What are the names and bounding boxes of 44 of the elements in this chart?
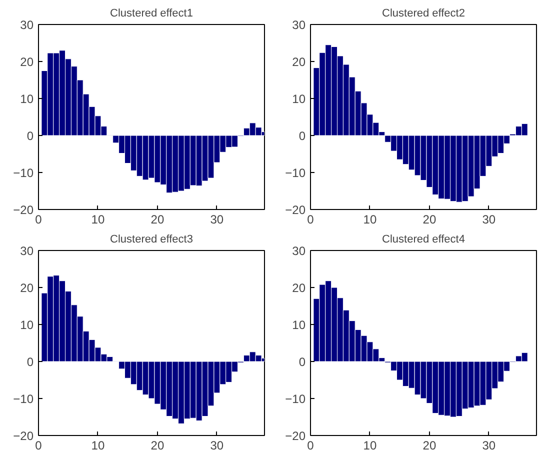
y-tick-label: 10 <box>292 92 306 106</box>
chart-title: Clustered effect1 <box>110 8 193 20</box>
x-tick-label: 0 <box>35 438 42 452</box>
y-tick-label: −10 <box>13 166 34 180</box>
x-tick-label: 10 <box>91 212 105 226</box>
y-tick-label: 20 <box>292 55 306 69</box>
y-tick-label: 0 <box>26 355 34 369</box>
y-tick-label: −10 <box>13 392 34 406</box>
y-tick-label: 20 <box>292 281 306 295</box>
x-tick-label: 20 <box>150 438 164 452</box>
x-tick-label: 0 <box>307 438 314 452</box>
chart-title: Clustered effect2 <box>382 8 465 20</box>
x-tick-label: 30 <box>210 438 224 452</box>
x-tick-label: 20 <box>422 438 436 452</box>
y-tick-label: 20 <box>20 55 34 69</box>
y-tick-label: 10 <box>20 92 34 106</box>
y-tick-label: 0 <box>298 355 306 369</box>
y-tick-label: 10 <box>292 318 306 332</box>
y-tick-label: 30 <box>292 244 306 258</box>
x-tick-label: 0 <box>307 212 314 226</box>
chart-title: Clustered effect3 <box>110 234 193 246</box>
x-tick-label: 30 <box>482 438 496 452</box>
x-tick-label: 10 <box>91 438 105 452</box>
y-tick-label: 20 <box>20 281 34 295</box>
x-tick-label: 0 <box>35 212 42 226</box>
x-tick-label: 10 <box>363 438 377 452</box>
y-tick-label: −10 <box>285 166 306 180</box>
x-tick-label: 30 <box>482 212 496 226</box>
y-tick-label: 10 <box>20 318 34 332</box>
chart-title: Clustered effect4 <box>382 234 465 246</box>
y-tick-label: −20 <box>285 429 306 443</box>
x-tick-label: 30 <box>210 212 224 226</box>
x-tick-label: 10 <box>363 212 377 226</box>
y-tick-label: 30 <box>20 18 34 32</box>
x-tick-label: 20 <box>150 212 164 226</box>
y-tick-label: −10 <box>285 392 306 406</box>
x-tick-label: 20 <box>422 212 436 226</box>
y-tick-label: 0 <box>26 129 34 143</box>
y-tick-label: −20 <box>13 203 34 217</box>
y-tick-label: 30 <box>20 244 34 258</box>
y-tick-label: 0 <box>298 129 306 143</box>
y-tick-label: 30 <box>292 18 306 32</box>
y-tick-label: −20 <box>13 429 34 443</box>
y-tick-label: −20 <box>285 203 306 217</box>
